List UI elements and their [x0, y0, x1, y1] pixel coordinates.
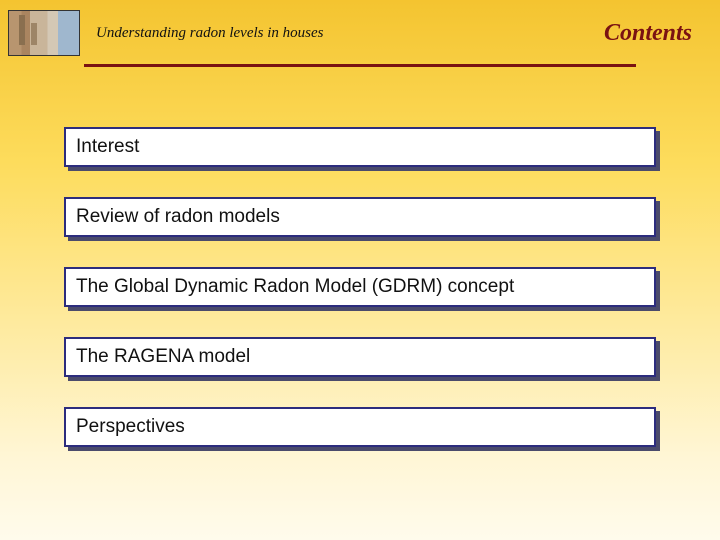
toc-item[interactable]: The RAGENA model — [64, 337, 656, 377]
slide: Understanding radon levels in houses Con… — [0, 0, 720, 540]
toc-item-label: Review of radon models — [64, 197, 656, 237]
toc-item-label: Interest — [64, 127, 656, 167]
toc-item[interactable]: Perspectives — [64, 407, 656, 447]
toc-list: Interest Review of radon models The Glob… — [64, 127, 656, 447]
toc-item-label: Perspectives — [64, 407, 656, 447]
toc-item[interactable]: Review of radon models — [64, 197, 656, 237]
toc-item[interactable]: The Global Dynamic Radon Model (GDRM) co… — [64, 267, 656, 307]
toc-item-label: The Global Dynamic Radon Model (GDRM) co… — [64, 267, 656, 307]
slide-subtitle: Understanding radon levels in houses — [96, 25, 604, 42]
page-title: Contents — [604, 20, 692, 47]
thumbnail-image — [8, 10, 80, 56]
toc-item[interactable]: Interest — [64, 127, 656, 167]
toc-item-label: The RAGENA model — [64, 337, 656, 377]
header: Understanding radon levels in houses Con… — [0, 0, 720, 56]
divider-rule — [84, 64, 636, 67]
